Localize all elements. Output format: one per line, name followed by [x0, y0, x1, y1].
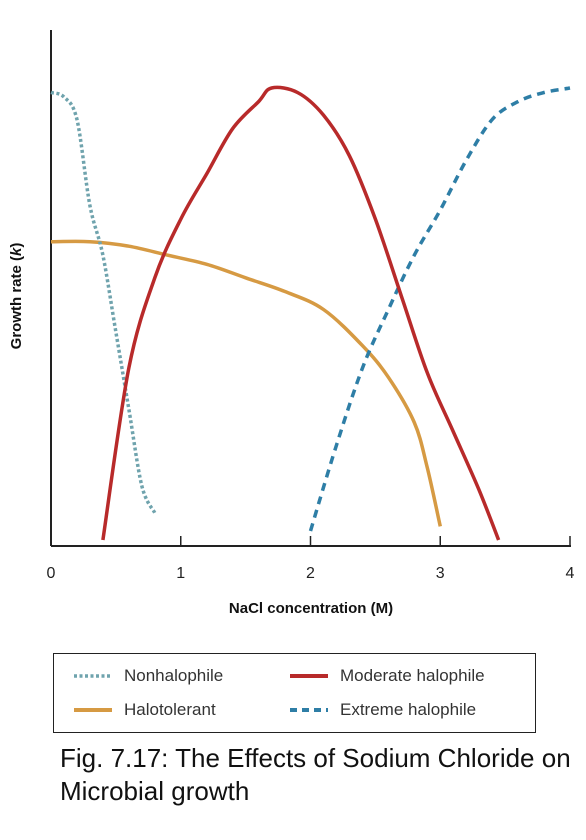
- legend-item-extreme-halophile: Extreme halophile: [288, 700, 476, 720]
- legend-item-nonhalophile: Nonhalophile: [72, 666, 223, 686]
- legend-item-halotolerant: Halotolerant: [72, 700, 216, 720]
- legend-swatch-nonhalophile: [74, 674, 112, 678]
- legend-swatch-halotolerant: [74, 708, 112, 712]
- series-line-nonhalophile: [50, 90, 157, 514]
- x-tick-label: 0: [47, 565, 56, 582]
- x-axis-title: NaCl concentration (M): [229, 600, 393, 617]
- legend-label-extreme-halophile: Extreme halophile: [340, 700, 477, 719]
- legend-swatch-extreme-halophile: [290, 708, 328, 712]
- legend-label-halotolerant: Halotolerant: [124, 700, 216, 719]
- x-ticks: 0 1 2 3 4: [47, 536, 575, 582]
- series-line-moderate-halophile: [101, 85, 501, 541]
- legend-label-nonhalophile: Nonhalophile: [124, 666, 224, 685]
- y-axis-title-variable: k: [8, 247, 25, 256]
- legend: Nonhalophile Moderate halophile Halotole…: [53, 653, 536, 733]
- y-axis-title: Growth rate (k): [8, 243, 25, 350]
- x-tick-label: 3: [436, 565, 445, 582]
- series-layer: [50, 85, 571, 541]
- chart: 0 1 2 3 4 NaCl concentration (M) Growth rate…: [8, 30, 575, 617]
- y-axis-title-text: Growth rate (k): [8, 243, 25, 350]
- x-tick-label: 4: [566, 565, 575, 582]
- x-tick-label: 2: [306, 565, 315, 582]
- series-line-halotolerant: [50, 239, 443, 527]
- x-tick-label: 1: [176, 565, 185, 582]
- legend-item-moderate-halophile: Moderate halophile: [288, 666, 485, 686]
- series-line-extreme-halophile: [308, 86, 571, 532]
- figure-caption: Fig. 7.17: The Effects of Sodium Chlorid…: [60, 743, 571, 806]
- legend-label-moderate-halophile: Moderate halophile: [340, 666, 485, 685]
- legend-swatch-moderate-halophile: [290, 674, 328, 678]
